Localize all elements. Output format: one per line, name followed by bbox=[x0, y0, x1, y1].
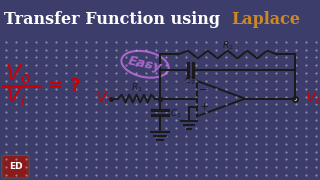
Text: $\mathbf{\mathit{V_i}}$: $\mathbf{\mathit{V_i}}$ bbox=[5, 85, 27, 108]
Text: $\mathbf{\mathit{V_o}}$: $\mathbf{\mathit{V_o}}$ bbox=[305, 90, 320, 107]
Text: Easy: Easy bbox=[127, 54, 163, 74]
Text: $\mathbf{= \,?}$: $\mathbf{= \,?}$ bbox=[44, 77, 80, 95]
Text: −: − bbox=[199, 85, 209, 95]
Text: Laplace: Laplace bbox=[231, 11, 300, 28]
Text: $R_1$: $R_1$ bbox=[131, 82, 142, 94]
Text: $\mathbf{\mathit{V_o}}$: $\mathbf{\mathit{V_o}}$ bbox=[5, 62, 31, 86]
Text: $C_2$: $C_2$ bbox=[184, 75, 196, 87]
FancyBboxPatch shape bbox=[2, 156, 29, 178]
Text: ED: ED bbox=[9, 162, 22, 171]
Text: Transfer Function using: Transfer Function using bbox=[4, 11, 226, 28]
Text: $\mathbf{\mathit{V_i}}$: $\mathbf{\mathit{V_i}}$ bbox=[96, 90, 110, 107]
Text: $R_2$: $R_2$ bbox=[222, 39, 233, 52]
Text: $C_1$: $C_1$ bbox=[170, 107, 182, 120]
Text: +: + bbox=[199, 102, 209, 112]
